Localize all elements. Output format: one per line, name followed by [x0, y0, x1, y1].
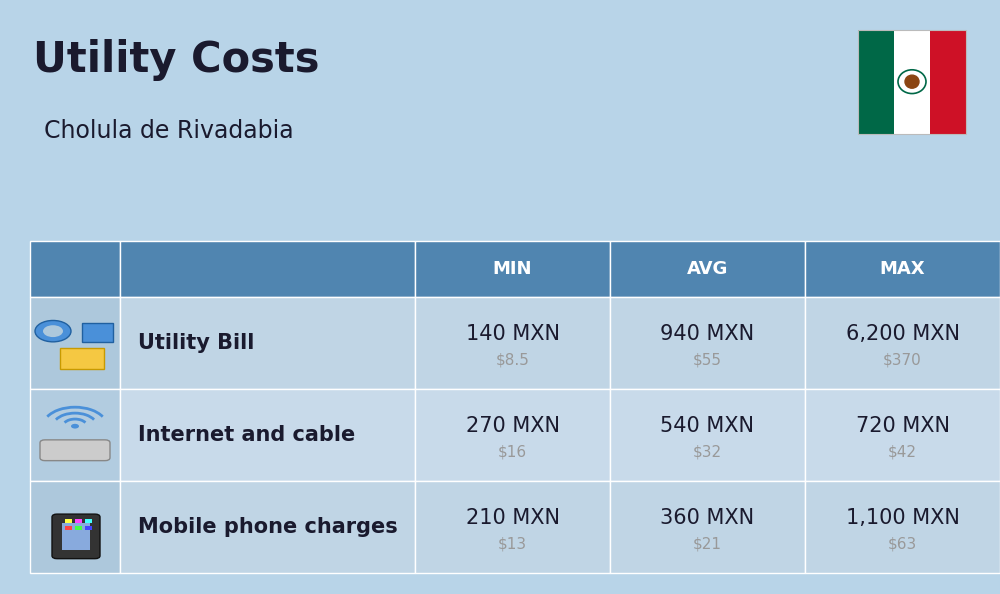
FancyBboxPatch shape	[75, 526, 82, 530]
Text: MIN: MIN	[493, 260, 532, 278]
FancyBboxPatch shape	[40, 440, 110, 461]
Text: 1,100 MXN: 1,100 MXN	[846, 508, 959, 528]
Text: $32: $32	[693, 444, 722, 459]
FancyBboxPatch shape	[30, 389, 120, 481]
Text: Mobile phone charges: Mobile phone charges	[138, 517, 398, 537]
FancyBboxPatch shape	[120, 481, 415, 573]
FancyBboxPatch shape	[415, 241, 610, 297]
FancyBboxPatch shape	[805, 389, 1000, 481]
Text: 210 MXN: 210 MXN	[466, 508, 560, 528]
FancyBboxPatch shape	[60, 348, 104, 368]
FancyBboxPatch shape	[30, 297, 120, 389]
FancyBboxPatch shape	[415, 481, 610, 573]
FancyBboxPatch shape	[30, 241, 120, 297]
Text: 6,200 MXN: 6,200 MXN	[846, 324, 960, 344]
Text: Cholula de Rivadabia: Cholula de Rivadabia	[44, 119, 294, 143]
FancyBboxPatch shape	[65, 519, 72, 523]
FancyBboxPatch shape	[610, 241, 805, 297]
Text: MAX: MAX	[880, 260, 925, 278]
Text: 140 MXN: 140 MXN	[466, 324, 560, 344]
Text: 720 MXN: 720 MXN	[856, 416, 950, 436]
FancyBboxPatch shape	[75, 519, 82, 523]
FancyBboxPatch shape	[858, 30, 894, 134]
Text: Internet and cable: Internet and cable	[138, 425, 355, 445]
Text: $370: $370	[883, 352, 922, 367]
Text: $42: $42	[888, 444, 917, 459]
Text: Utility Costs: Utility Costs	[33, 39, 320, 81]
FancyBboxPatch shape	[805, 297, 1000, 389]
Text: 270 MXN: 270 MXN	[466, 416, 560, 436]
FancyBboxPatch shape	[120, 241, 415, 297]
Ellipse shape	[905, 75, 919, 88]
FancyBboxPatch shape	[82, 323, 113, 342]
Text: Utility Bill: Utility Bill	[138, 333, 254, 353]
FancyBboxPatch shape	[52, 514, 100, 558]
FancyBboxPatch shape	[805, 241, 1000, 297]
Text: $13: $13	[498, 536, 527, 551]
FancyBboxPatch shape	[610, 297, 805, 389]
FancyBboxPatch shape	[894, 30, 930, 134]
FancyBboxPatch shape	[805, 481, 1000, 573]
Text: $8.5: $8.5	[496, 352, 529, 367]
Text: 940 MXN: 940 MXN	[660, 324, 755, 344]
FancyBboxPatch shape	[65, 526, 72, 530]
FancyBboxPatch shape	[930, 30, 966, 134]
FancyBboxPatch shape	[85, 519, 92, 523]
Text: $16: $16	[498, 444, 527, 459]
FancyBboxPatch shape	[610, 481, 805, 573]
Text: 360 MXN: 360 MXN	[660, 508, 755, 528]
FancyBboxPatch shape	[30, 481, 120, 573]
FancyBboxPatch shape	[415, 297, 610, 389]
FancyBboxPatch shape	[85, 526, 92, 530]
FancyBboxPatch shape	[120, 389, 415, 481]
FancyBboxPatch shape	[610, 389, 805, 481]
Circle shape	[71, 424, 79, 429]
FancyBboxPatch shape	[415, 389, 610, 481]
Text: $55: $55	[693, 352, 722, 367]
FancyBboxPatch shape	[62, 523, 90, 550]
Circle shape	[43, 325, 63, 337]
Text: $21: $21	[693, 536, 722, 551]
Text: AVG: AVG	[687, 260, 728, 278]
Text: 540 MXN: 540 MXN	[660, 416, 755, 436]
FancyBboxPatch shape	[120, 297, 415, 389]
Text: $63: $63	[888, 536, 917, 551]
Circle shape	[35, 321, 71, 342]
